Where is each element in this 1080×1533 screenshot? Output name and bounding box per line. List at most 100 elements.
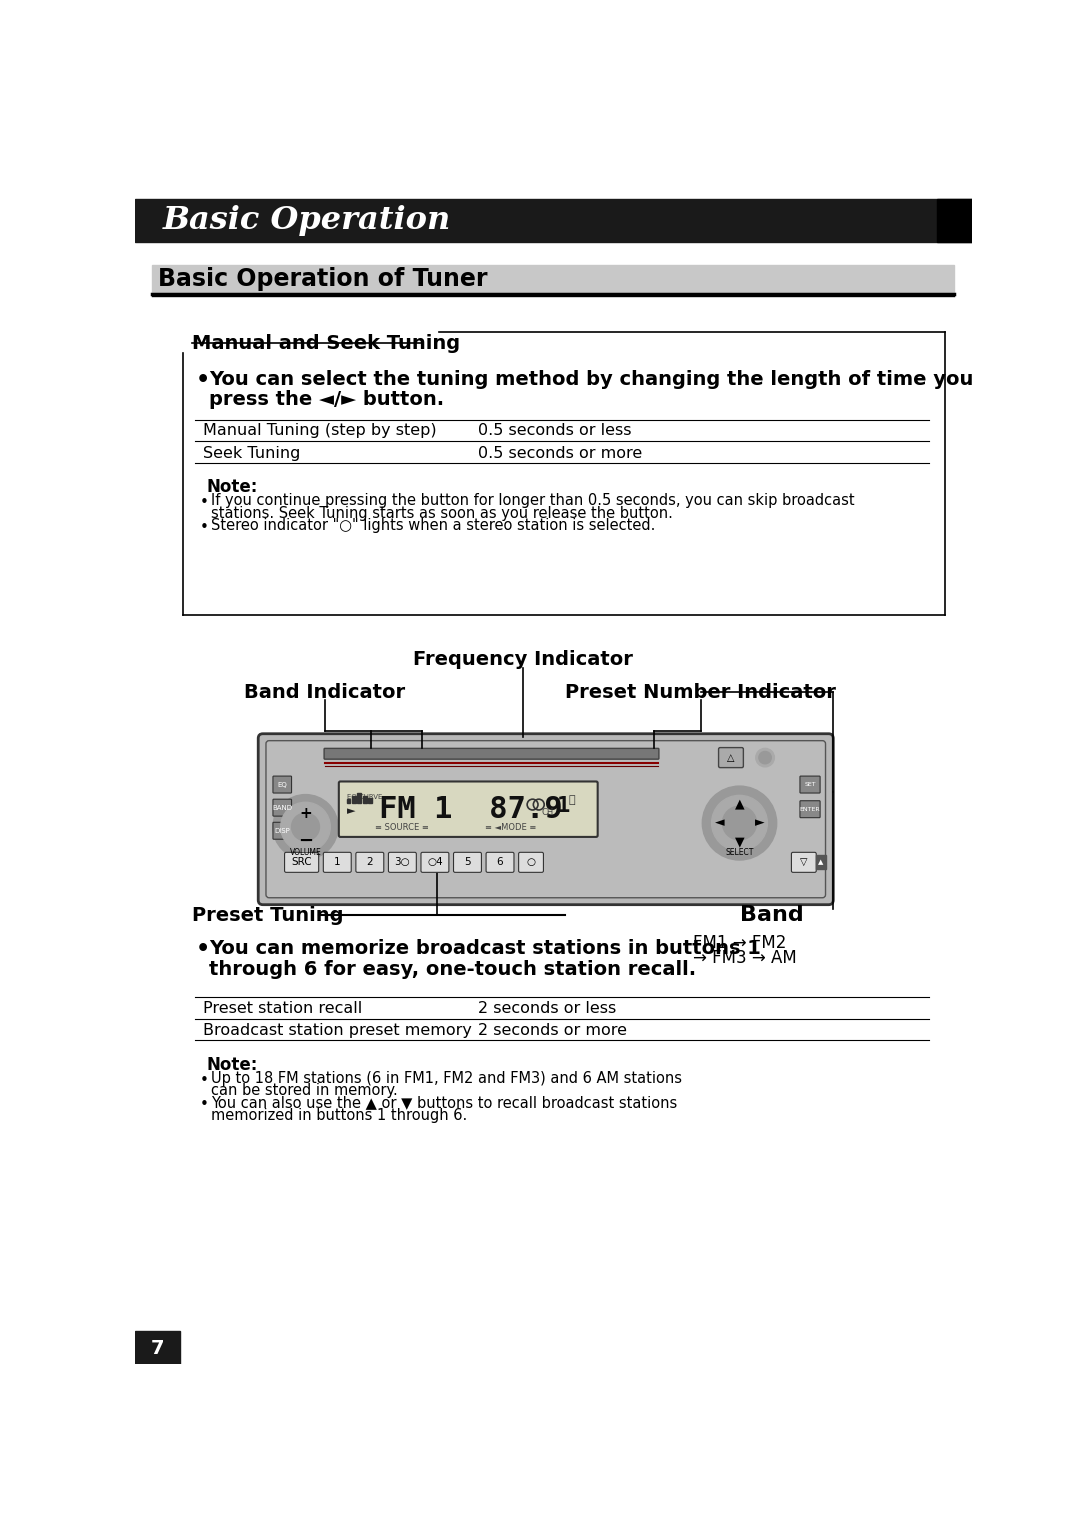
Text: •: • bbox=[200, 1073, 208, 1087]
Text: memorized in buttons 1 through 6.: memorized in buttons 1 through 6. bbox=[211, 1108, 468, 1124]
Text: 0.5 seconds or more: 0.5 seconds or more bbox=[477, 446, 642, 461]
Text: SRC: SRC bbox=[292, 857, 312, 868]
FancyBboxPatch shape bbox=[324, 748, 659, 759]
FancyBboxPatch shape bbox=[266, 740, 825, 898]
FancyBboxPatch shape bbox=[273, 799, 292, 816]
Text: Note:: Note: bbox=[206, 1056, 258, 1073]
Text: stations. Seek Tuning starts as soon as you release the button.: stations. Seek Tuning starts as soon as … bbox=[211, 506, 673, 521]
Text: ENTER: ENTER bbox=[799, 806, 821, 811]
Bar bbox=[368, 797, 373, 803]
Text: Stereo indicator "○" lights when a stereo station is selected.: Stereo indicator "○" lights when a stere… bbox=[211, 518, 656, 533]
Text: CH: CH bbox=[542, 808, 554, 817]
Text: ▽: ▽ bbox=[800, 857, 808, 868]
Text: press the ◄/► button.: press the ◄/► button. bbox=[210, 391, 445, 409]
Text: DISP: DISP bbox=[274, 828, 291, 834]
Text: FM 1  87.9: FM 1 87.9 bbox=[379, 794, 563, 823]
Text: SELECT: SELECT bbox=[726, 848, 754, 857]
FancyBboxPatch shape bbox=[421, 852, 449, 872]
Circle shape bbox=[759, 751, 771, 763]
Text: If you continue pressing the button for longer than 0.5 seconds, you can skip br: If you continue pressing the button for … bbox=[211, 494, 854, 509]
Text: ◄: ◄ bbox=[715, 817, 725, 829]
Text: ▼: ▼ bbox=[734, 835, 744, 849]
FancyBboxPatch shape bbox=[486, 852, 514, 872]
Text: Note:: Note: bbox=[206, 478, 258, 497]
Circle shape bbox=[756, 748, 774, 766]
Text: 1: 1 bbox=[557, 796, 570, 816]
Circle shape bbox=[712, 796, 768, 851]
Text: Preset station recall: Preset station recall bbox=[203, 1001, 363, 1016]
Circle shape bbox=[723, 806, 757, 840]
Text: Preset Number Indicator: Preset Number Indicator bbox=[565, 682, 836, 702]
Text: You can memorize broadcast stations in buttons 1: You can memorize broadcast stations in b… bbox=[210, 938, 761, 958]
Text: 0.5 seconds or less: 0.5 seconds or less bbox=[477, 423, 631, 438]
Text: Manual Tuning (step by step): Manual Tuning (step by step) bbox=[203, 423, 436, 438]
Text: 2 seconds or more: 2 seconds or more bbox=[477, 1023, 626, 1038]
Text: You can select the tuning method by changing the length of time you: You can select the tuning method by chan… bbox=[210, 371, 974, 389]
Text: through 6 for easy, one-touch station recall.: through 6 for easy, one-touch station re… bbox=[210, 960, 697, 980]
Text: 7: 7 bbox=[151, 1338, 164, 1358]
FancyBboxPatch shape bbox=[273, 776, 292, 793]
Text: SET: SET bbox=[805, 782, 815, 786]
FancyBboxPatch shape bbox=[258, 734, 834, 904]
Text: ►: ► bbox=[347, 806, 355, 816]
Text: △: △ bbox=[727, 753, 734, 762]
Bar bbox=[357, 793, 362, 803]
Text: EQ CURVE: EQ CURVE bbox=[347, 794, 382, 800]
Text: ≡ ◄MODE ≡: ≡ ◄MODE ≡ bbox=[485, 823, 537, 832]
Text: •: • bbox=[200, 495, 208, 510]
Text: ▲: ▲ bbox=[734, 797, 744, 811]
Bar bbox=[816, 855, 825, 869]
FancyBboxPatch shape bbox=[454, 852, 482, 872]
Bar bbox=[152, 265, 954, 294]
Bar bbox=[363, 796, 367, 803]
FancyBboxPatch shape bbox=[792, 852, 816, 872]
Text: Preset Tuning: Preset Tuning bbox=[192, 906, 343, 924]
Text: 3○: 3○ bbox=[394, 857, 410, 868]
Text: •: • bbox=[195, 371, 210, 391]
Text: −: − bbox=[298, 832, 313, 849]
FancyBboxPatch shape bbox=[718, 748, 743, 768]
FancyBboxPatch shape bbox=[339, 782, 597, 837]
Circle shape bbox=[281, 802, 330, 851]
Text: •: • bbox=[200, 520, 208, 535]
Text: can be stored in memory.: can be stored in memory. bbox=[211, 1084, 397, 1098]
FancyBboxPatch shape bbox=[389, 852, 416, 872]
Text: BAND: BAND bbox=[272, 805, 293, 811]
FancyBboxPatch shape bbox=[800, 800, 820, 817]
Text: 1: 1 bbox=[334, 857, 340, 868]
Text: +: + bbox=[299, 805, 312, 820]
Text: Band: Band bbox=[740, 906, 804, 926]
FancyBboxPatch shape bbox=[800, 776, 820, 793]
Text: Manual and Seek Tuning: Manual and Seek Tuning bbox=[192, 334, 460, 353]
Text: EQ: EQ bbox=[278, 782, 287, 788]
Text: 5: 5 bbox=[464, 857, 471, 868]
FancyBboxPatch shape bbox=[323, 852, 351, 872]
FancyBboxPatch shape bbox=[356, 852, 383, 872]
Text: •: • bbox=[200, 1098, 208, 1111]
Text: Band Indicator: Band Indicator bbox=[244, 682, 405, 702]
Bar bbox=[937, 199, 972, 242]
Text: VOLUME: VOLUME bbox=[289, 848, 322, 857]
FancyBboxPatch shape bbox=[518, 852, 543, 872]
Text: → FM3 → AM: → FM3 → AM bbox=[693, 949, 797, 967]
Text: Basic Operation: Basic Operation bbox=[163, 205, 451, 236]
Text: ►: ► bbox=[755, 817, 765, 829]
Text: ○4: ○4 bbox=[427, 857, 443, 868]
Text: 2 seconds or less: 2 seconds or less bbox=[477, 1001, 616, 1016]
Text: ⌢: ⌢ bbox=[568, 796, 575, 805]
Text: •: • bbox=[195, 938, 210, 958]
Text: 6: 6 bbox=[497, 857, 503, 868]
Bar bbox=[135, 199, 972, 242]
Circle shape bbox=[292, 812, 320, 840]
Text: Basic Operation of Tuner: Basic Operation of Tuner bbox=[159, 267, 488, 291]
Text: ○: ○ bbox=[527, 857, 536, 868]
Text: ▲: ▲ bbox=[819, 860, 824, 865]
Text: 2: 2 bbox=[366, 857, 373, 868]
Circle shape bbox=[273, 794, 338, 860]
Bar bbox=[352, 796, 356, 803]
Text: FM1 → FM2: FM1 → FM2 bbox=[693, 934, 786, 952]
Text: Frequency Indicator: Frequency Indicator bbox=[413, 650, 633, 670]
FancyBboxPatch shape bbox=[273, 822, 292, 839]
Text: Seek Tuning: Seek Tuning bbox=[203, 446, 300, 461]
Bar bbox=[135, 1331, 180, 1364]
